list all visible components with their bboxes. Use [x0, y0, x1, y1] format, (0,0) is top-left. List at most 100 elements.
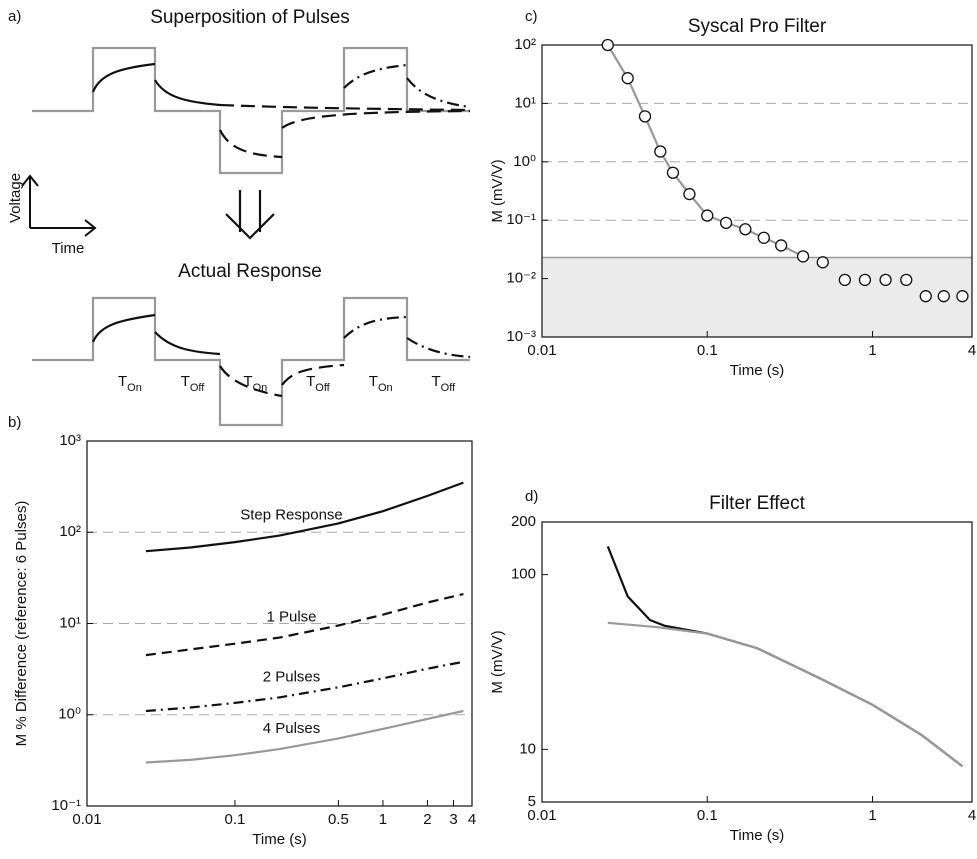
x-tick-label: 0.1 — [697, 342, 718, 359]
pulse-label-main: T — [306, 373, 315, 390]
pulse-label: TOn — [243, 373, 267, 394]
x-axis-label: Time (s) — [252, 831, 306, 848]
pulse-label-main: T — [432, 373, 441, 390]
chart-title: Filter Effect — [709, 493, 805, 514]
shaded-region — [542, 257, 972, 337]
pulse-labels: TOn TOff TOn TOff TOn TOff — [118, 373, 456, 394]
x-axis-label: Time (s) — [730, 362, 784, 379]
x-tick-label: 4 — [968, 807, 976, 824]
y-tick-label: 10⁻¹ — [506, 211, 536, 228]
data-point — [774, 239, 788, 252]
series-line — [145, 481, 464, 553]
y-tick-label: 10¹ — [514, 94, 536, 111]
chart-title: Syscal Pro Filter — [688, 16, 827, 37]
x-tick-label: 0.01 — [527, 342, 556, 359]
pulse-label-sub: On — [378, 382, 393, 394]
series-label: 2 Pulses — [263, 668, 321, 685]
series-label: 1 Pulse — [266, 609, 316, 626]
y-tick-label: 10¹ — [59, 614, 81, 631]
pulse-label: TOff — [181, 373, 206, 394]
axis-label: Time — [52, 240, 85, 257]
data-point — [621, 72, 634, 85]
x-tick-label: 0.1 — [225, 811, 246, 828]
data-point — [838, 273, 851, 287]
x-tick-label: 0.01 — [527, 807, 556, 824]
response-curve — [343, 63, 471, 109]
x-tick-label: 3 — [449, 811, 457, 828]
pulse-label-sub: Off — [190, 382, 205, 394]
data-point — [654, 145, 667, 158]
y-tick-label: 10⁻² — [506, 270, 536, 287]
data-point — [666, 166, 680, 179]
y-tick-label: 10 — [519, 740, 536, 757]
panel-a: a) Superposition of Pulses Voltage Time … — [7, 7, 471, 427]
pulse-label-main: T — [118, 373, 127, 390]
pulse-label-main: T — [181, 373, 190, 390]
x-tick-label: 2 — [423, 811, 431, 828]
y-tick-label: 10⁻¹ — [51, 797, 81, 814]
y-axis-label: M (mV/V) — [489, 159, 506, 222]
series-line — [145, 660, 464, 713]
diagram-title: Superposition of Pulses — [150, 7, 350, 28]
pulse-label: TOn — [369, 373, 393, 394]
diagram-title: Actual Response — [178, 261, 322, 282]
data-point — [879, 273, 892, 287]
data-point — [601, 38, 614, 52]
chart: b) 10⁻¹ 10⁰ 10¹ 10² 10³ 0.01 0.1 0.5 1 2 3 4 Time (s)… — [8, 414, 476, 848]
y-tick-label: 10² — [59, 523, 81, 540]
y-axis-label: M % Difference (reference: 6 Pulses) — [13, 501, 30, 747]
y-tick-label: 10² — [514, 36, 536, 53]
x-tick-label: 0.01 — [72, 811, 101, 828]
axis-label: Voltage — [7, 173, 24, 223]
panel-label: d) — [525, 488, 538, 505]
pulse-label-sub: Off — [315, 382, 330, 394]
pulse-label: TOff — [432, 373, 457, 394]
chart: d) Filter Effect 5 10 100 200 0.01 0.1 1 4 Time (s… — [489, 488, 976, 844]
axes-arrows — [21, 174, 97, 237]
y-tick-label: 10⁰ — [58, 706, 81, 723]
data-point — [956, 290, 969, 303]
x-tick-label: 4 — [468, 811, 476, 828]
series-label: Step Response — [240, 507, 343, 524]
x-tick-label: 0.1 — [697, 807, 718, 824]
pulse-train — [32, 296, 470, 427]
series-line — [145, 709, 464, 764]
pulse-label-sub: Off — [441, 382, 456, 394]
series-line — [606, 545, 964, 768]
data-point — [816, 256, 829, 269]
x-tick-label: 1 — [379, 811, 387, 828]
data-point — [701, 209, 714, 222]
data-point — [900, 273, 913, 287]
y-tick-label: 200 — [511, 513, 536, 530]
chart: c) Syscal Pro Filter 10⁻³ 10⁻² 10⁻¹ 10⁰ 10¹ 10²… — [489, 8, 976, 379]
plot-frame — [541, 521, 973, 803]
pulse-label: TOn — [118, 373, 142, 394]
data-point — [719, 216, 733, 230]
x-tick-label: 1 — [868, 807, 876, 824]
panel-label: b) — [8, 414, 21, 431]
pulse-label: TOff — [306, 373, 331, 394]
down-arrow — [225, 190, 275, 240]
plot-frame — [541, 44, 973, 338]
data-point — [683, 187, 696, 201]
response-curve — [91, 313, 221, 356]
series-line — [607, 621, 964, 768]
x-axis-label: Time (s) — [730, 827, 784, 844]
x-tick-label: 1 — [868, 342, 876, 359]
y-axis-label: M (mV/V) — [489, 630, 506, 693]
panel-label: c) — [525, 8, 538, 25]
response-curve — [219, 363, 345, 398]
data-point — [739, 223, 752, 236]
data-point — [796, 250, 810, 263]
series-label: 4 Pulses — [263, 720, 321, 737]
data-point — [919, 290, 932, 303]
x-tick-label: 4 — [968, 342, 976, 359]
y-tick-label: 5 — [528, 793, 536, 810]
panel-label: a) — [8, 8, 21, 25]
pulse-label-main: T — [243, 373, 252, 390]
data-point — [638, 110, 652, 123]
data-point — [937, 290, 950, 303]
response-curve — [343, 315, 471, 359]
